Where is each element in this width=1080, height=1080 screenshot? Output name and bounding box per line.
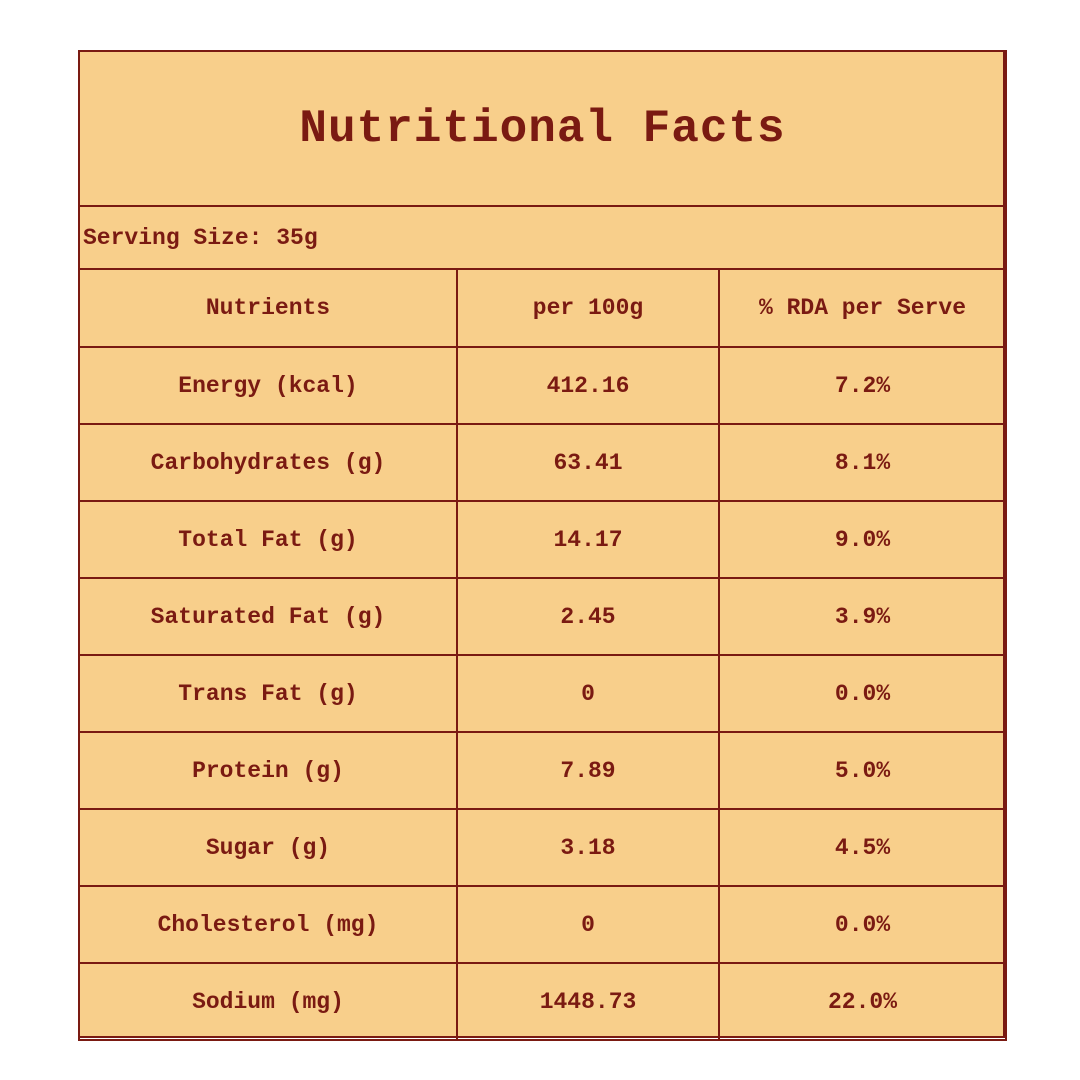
rda-value: 22.0% — [717, 962, 1008, 1041]
nutrient-row: Saturated Fat (g) 2.45 3.9% — [78, 577, 1008, 656]
nutrient-name: Energy (kcal) — [78, 346, 458, 425]
nutrient-name: Sodium (mg) — [78, 962, 458, 1041]
nutrition-panel: Nutritional Facts Serving Size: 35g Nutr… — [77, 50, 1008, 1041]
per-100g-value: 0 — [456, 885, 720, 964]
nutrient-row: Trans Fat (g) 0 0.0% — [78, 654, 1008, 733]
nutrient-name: Total Fat (g) — [78, 500, 458, 579]
per-100g-value: 2.45 — [456, 577, 720, 656]
nutrition-table: Nutritional Facts Serving Size: 35g Nutr… — [77, 50, 1008, 1041]
title: Nutritional Facts — [77, 50, 1008, 207]
rda-value: 3.9% — [717, 577, 1008, 656]
nutrient-row: Protein (g) 7.89 5.0% — [78, 731, 1008, 810]
nutrient-name: Cholesterol (mg) — [78, 885, 458, 964]
nutrient-row: Cholesterol (mg) 0 0.0% — [78, 885, 1008, 964]
nutrient-name: Sugar (g) — [78, 808, 458, 887]
rda-value: 0.0% — [717, 654, 1008, 733]
header-row: Nutrients per 100g% RDA per Serve — [78, 268, 1008, 348]
per-100g-value: 63.41 — [456, 423, 720, 502]
nutrient-row: Total Fat (g) 14.17 9.0% — [78, 500, 1008, 579]
rda-value: 7.2% — [717, 346, 1008, 425]
nutrient-row: Carbohydrates (g) 63.41 8.1% — [78, 423, 1008, 502]
nutrient-name: Trans Fat (g) — [78, 654, 458, 733]
per-100g-value: 3.18 — [456, 808, 720, 887]
nutrient-row: Energy (kcal) 412.16 7.2% — [78, 346, 1008, 425]
nutrient-name: Protein (g) — [78, 731, 458, 810]
per-100g-value: 14.17 — [456, 500, 720, 579]
column-header: per 100g — [456, 268, 720, 348]
per-100g-value: 7.89 — [456, 731, 720, 810]
per-100g-value: 0 — [456, 654, 720, 733]
nutrient-name: Saturated Fat (g) — [78, 577, 458, 656]
per-100g-value: 412.16 — [456, 346, 720, 425]
per-100g-value: 1448.73 — [456, 962, 720, 1041]
nutrient-row: Sugar (g) 3.18 4.5% — [78, 808, 1008, 887]
nutrient-row: Sodium (mg) 1448.73 22.0% — [78, 962, 1008, 1041]
rda-value: 9.0% — [717, 500, 1008, 579]
rda-value: 0.0% — [717, 885, 1008, 964]
nutrient-name: Carbohydrates (g) — [78, 423, 458, 502]
rda-value: 4.5% — [717, 808, 1008, 887]
rda-value: 5.0% — [717, 731, 1008, 810]
rda-value: 8.1% — [717, 423, 1008, 502]
column-header: Nutrients — [78, 268, 458, 348]
column-header: % RDA per Serve — [717, 268, 1008, 348]
serving-size: Serving Size: 35g — [77, 205, 1008, 270]
